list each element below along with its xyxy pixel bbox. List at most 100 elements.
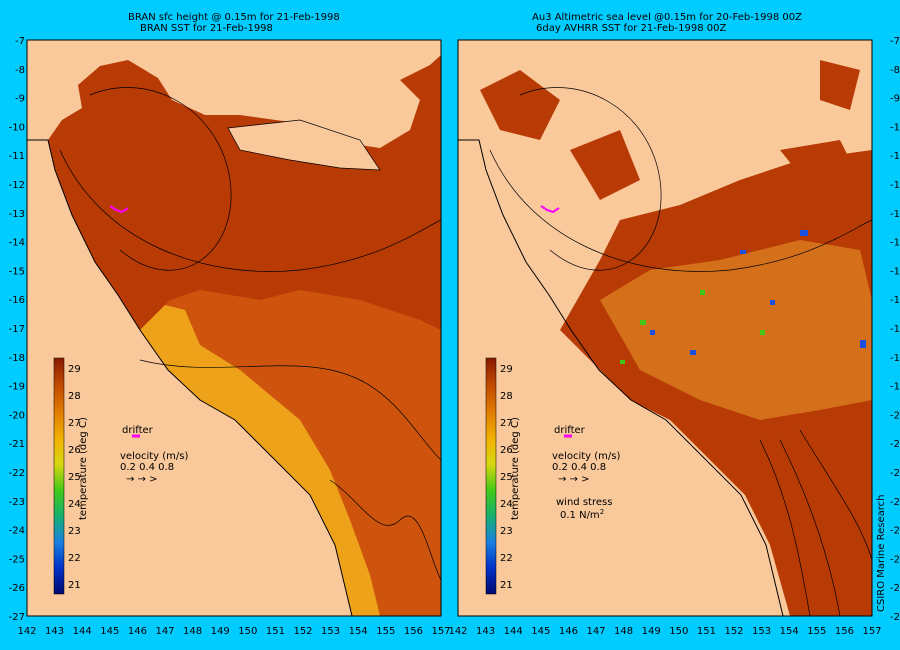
latitude-label: -25 [9, 554, 25, 565]
longitude-label: 150 [238, 626, 257, 637]
right-latitude-labels: -7-8-9-10-11-12-13-14-15-16-17-18-19-20-… [890, 36, 900, 623]
longitude-label: 144 [504, 626, 523, 637]
latitude-label: -26 [890, 583, 900, 594]
left-velocity-label: velocity (m/s) [120, 451, 188, 462]
colorbar-tick: 21 [500, 580, 513, 591]
longitude-label: 145 [100, 626, 119, 637]
longitude-label: 155 [807, 626, 826, 637]
latitude-label: -20 [9, 410, 25, 421]
longitude-label: 154 [780, 626, 799, 637]
colorbar-tick: 29 [68, 364, 81, 375]
colorbar-tick: 23 [500, 526, 513, 537]
latitude-label: -12 [890, 180, 900, 191]
left-velocity-values: 0.2 0.4 0.8 [120, 462, 174, 473]
longitude-label: 152 [293, 626, 312, 637]
wind-stress-value: 0.1 N/m2 [560, 508, 604, 521]
longitude-label: 156 [404, 626, 423, 637]
left-latitude-labels: -7 -8 -9 -10 -11 -12 -13 -14 -15 -16 -17 -18 -19 -20 -… [9, 36, 25, 623]
colorbar-tick: 28 [500, 391, 513, 402]
latitude-label: -23 [9, 497, 25, 508]
latitude-label: -11 [890, 151, 900, 162]
longitude-label: 145 [531, 626, 550, 637]
latitude-label: -7 [15, 36, 25, 47]
latitude-label: -17 [890, 324, 900, 335]
longitude-label: 153 [752, 626, 771, 637]
right-colorbar [486, 358, 496, 594]
longitude-label: 153 [321, 626, 340, 637]
longitude-label: 149 [642, 626, 661, 637]
longitude-label: 157 [862, 626, 881, 637]
longitude-label: 148 [614, 626, 633, 637]
colorbar-tick: 21 [68, 580, 81, 591]
latitude-label: -24 [890, 526, 900, 537]
latitude-label: -19 [890, 382, 900, 393]
left-velocity-arrows: → → > [126, 474, 158, 485]
latitude-label: -8 [890, 65, 900, 76]
longitude-label: 155 [376, 626, 395, 637]
left-drifter-label: drifter [122, 425, 154, 436]
latitude-label: -21 [9, 439, 25, 450]
left-longitude-labels: 142 143 144 145 146 147 148 149 150 151 152 153 154 1… [17, 626, 450, 637]
latitude-label: -20 [890, 410, 900, 421]
longitude-label: 152 [724, 626, 743, 637]
latitude-label: -21 [890, 439, 900, 450]
latitude-label: -12 [9, 180, 25, 191]
longitude-label: 146 [559, 626, 578, 637]
latitude-label: -11 [9, 151, 25, 162]
latitude-label: -9 [15, 94, 25, 105]
longitude-label: 156 [835, 626, 854, 637]
longitude-label: 147 [586, 626, 605, 637]
longitude-label: 149 [211, 626, 230, 637]
right-velocity-values: 0.2 0.4 0.8 [552, 462, 606, 473]
latitude-label: -19 [9, 382, 25, 393]
colorbar-tick: 29 [500, 364, 513, 375]
colorbar-tick: 22 [68, 553, 81, 564]
latitude-label: -26 [9, 583, 25, 594]
latitude-label: -18 [9, 353, 25, 364]
right-longitude-labels: 142 143 144 145 146 147 148 149 150 151 152 153 154 1… [448, 626, 881, 637]
latitude-label: -24 [9, 526, 25, 537]
left-colorbar [54, 358, 64, 594]
latitude-label: -25 [890, 554, 900, 565]
latitude-label: -22 [9, 468, 25, 479]
left-colorbar-label: temperature (deg C) [78, 417, 89, 520]
latitude-label: -15 [9, 266, 25, 277]
right-velocity-arrows: → → > [558, 474, 590, 485]
longitude-label: 150 [669, 626, 688, 637]
longitude-label: 147 [155, 626, 174, 637]
right-map-panel [458, 40, 872, 616]
latitude-label: -16 [9, 295, 25, 306]
latitude-label: -27 [890, 612, 900, 623]
colorbar-tick: 22 [500, 553, 513, 564]
longitude-label: 144 [73, 626, 92, 637]
latitude-label: -17 [9, 324, 25, 335]
longitude-label: 142 [17, 626, 36, 637]
latitude-label: -13 [890, 209, 900, 220]
latitude-label: -14 [9, 238, 25, 249]
right-velocity-label: velocity (m/s) [552, 451, 620, 462]
latitude-label: -27 [9, 612, 25, 623]
longitude-label: 142 [448, 626, 467, 637]
longitude-label: 146 [128, 626, 147, 637]
latitude-label: -13 [9, 209, 25, 220]
credit-text: CSIRO Marine Research [876, 495, 887, 612]
left-map-panel [27, 40, 441, 616]
latitude-label: -18 [890, 353, 900, 364]
latitude-label: -15 [890, 266, 900, 277]
latitude-label: -8 [15, 65, 25, 76]
longitude-label: 143 [45, 626, 64, 637]
colorbar-tick: 23 [68, 526, 81, 537]
latitude-label: -10 [9, 122, 25, 133]
latitude-label: -16 [890, 295, 900, 306]
latitude-label: -22 [890, 468, 900, 479]
longitude-label: 151 [266, 626, 285, 637]
latitude-label: -14 [890, 238, 900, 249]
longitude-label: 151 [697, 626, 716, 637]
right-colorbar-label: temperature (deg C) [510, 417, 521, 520]
latitude-label: -9 [890, 94, 900, 105]
colorbar-tick: 28 [68, 391, 81, 402]
latitude-label: -23 [890, 497, 900, 508]
wind-stress-label: wind stress [556, 497, 612, 508]
longitude-label: 154 [349, 626, 368, 637]
